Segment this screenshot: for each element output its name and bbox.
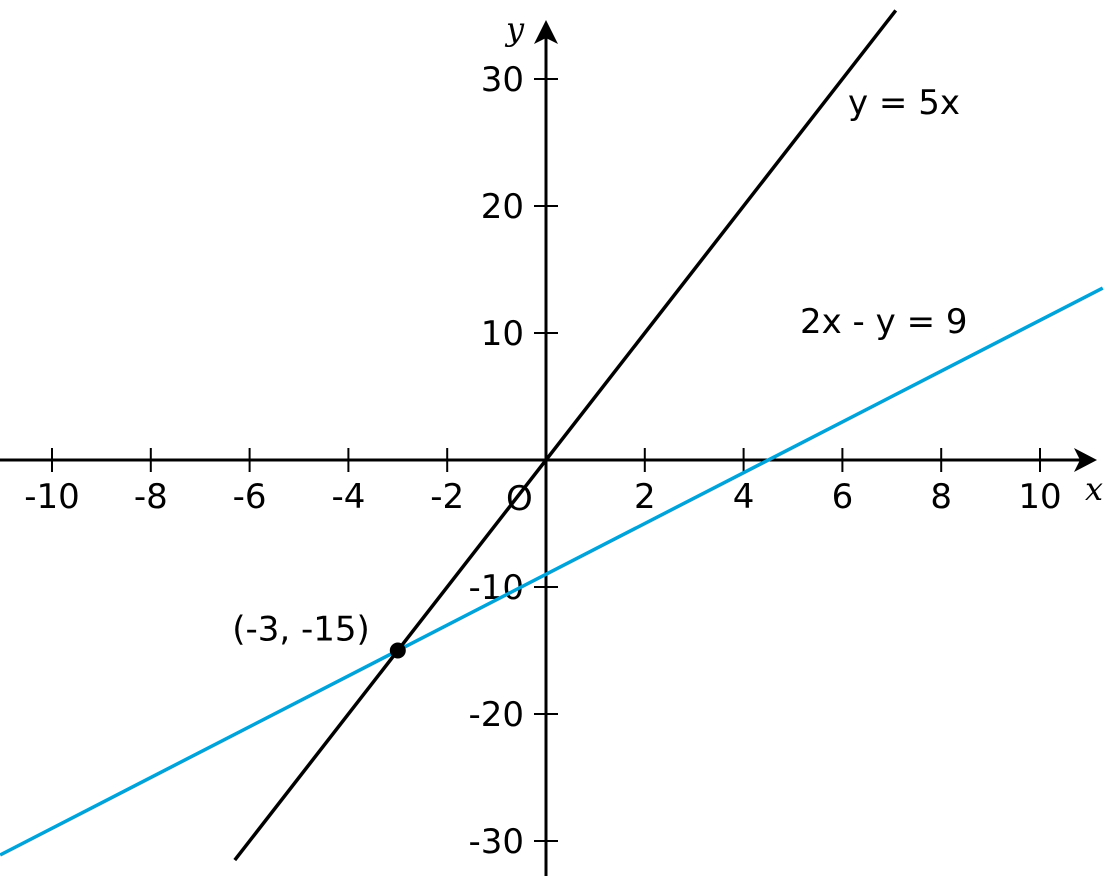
y-tick-label: -20 xyxy=(468,695,524,735)
y-tick-label: 30 xyxy=(481,60,524,100)
y-tick-label: -30 xyxy=(468,822,524,862)
x-tick-label: -8 xyxy=(134,477,168,517)
origin-label: O xyxy=(506,479,533,519)
point-label: (-3, -15) xyxy=(232,610,370,650)
y-axis-label: y xyxy=(504,10,525,48)
axes: x y O xyxy=(0,10,1103,876)
series-line-1 xyxy=(0,286,1104,857)
x-axis-label: x xyxy=(1085,470,1103,508)
x-tick-label: -4 xyxy=(331,477,365,517)
series-label-1: 2x - y = 9 xyxy=(800,302,968,342)
x-tick-label: 8 xyxy=(930,477,952,517)
x-tick-label: 2 xyxy=(634,477,656,517)
x-tick-label: -10 xyxy=(24,477,80,517)
y-axis-arrow-icon xyxy=(534,20,558,44)
x-tick-label: -6 xyxy=(233,477,267,517)
series-line-0 xyxy=(233,9,898,862)
x-tick-label: 10 xyxy=(1018,477,1061,517)
x-tick-label: 6 xyxy=(832,477,854,517)
x-tick-label: -2 xyxy=(430,477,464,517)
y-tick-label: 20 xyxy=(481,187,524,227)
x-tick-label: 4 xyxy=(733,477,755,517)
intersection-point xyxy=(389,642,406,659)
y-tick-label: 10 xyxy=(481,314,524,354)
x-axis-arrow-icon xyxy=(1074,448,1097,472)
series-label-0: y = 5x xyxy=(848,83,960,123)
